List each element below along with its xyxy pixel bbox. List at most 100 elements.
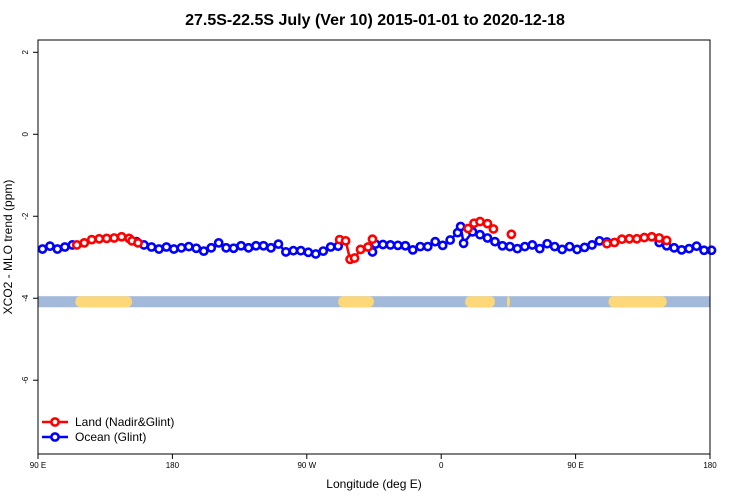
data-point xyxy=(490,236,500,247)
data-point xyxy=(355,244,366,255)
data-point xyxy=(639,232,650,243)
y-tick-label: -2 xyxy=(21,212,30,220)
data-point xyxy=(506,229,517,240)
data-point xyxy=(579,242,590,253)
data-point xyxy=(101,233,112,244)
data-point xyxy=(349,253,360,263)
data-point xyxy=(415,241,426,252)
x-tick-label: 90 W xyxy=(297,461,316,470)
series-layer xyxy=(37,216,717,265)
data-point xyxy=(475,216,485,227)
series-0 xyxy=(71,216,672,265)
land-patch xyxy=(608,296,667,308)
data-point xyxy=(37,244,48,254)
data-point xyxy=(407,244,418,255)
data-point xyxy=(706,245,717,256)
data-point xyxy=(258,240,269,251)
data-point xyxy=(206,242,217,253)
data-point xyxy=(437,240,448,251)
data-point xyxy=(52,244,63,254)
legend-marker xyxy=(50,417,60,427)
data-point xyxy=(133,238,143,248)
data-point xyxy=(646,231,657,242)
land-patch xyxy=(465,296,495,308)
data-point xyxy=(661,235,672,246)
data-point xyxy=(631,233,642,244)
data-point xyxy=(86,234,97,245)
data-point xyxy=(463,223,473,234)
data-point xyxy=(168,244,179,254)
data-point xyxy=(318,246,329,256)
data-point xyxy=(430,236,441,247)
data-point xyxy=(482,218,493,229)
data-point xyxy=(154,244,164,254)
data-point xyxy=(198,246,209,256)
x-tick-label: 180 xyxy=(703,461,717,470)
land-patch xyxy=(75,296,133,308)
data-point xyxy=(422,241,433,252)
data-point xyxy=(228,243,239,254)
legend-label: Land (Nadir&Glint) xyxy=(75,415,174,429)
chart-title: 27.5S-22.5S July (Ver 10) 2015-01-01 to … xyxy=(185,12,565,29)
data-point xyxy=(445,235,456,245)
y-tick-label: 0 xyxy=(21,132,30,137)
data-point xyxy=(183,241,194,252)
data-point xyxy=(109,233,120,243)
data-point xyxy=(691,241,702,252)
data-point xyxy=(400,240,411,251)
data-point xyxy=(512,243,523,254)
data-point xyxy=(482,233,493,243)
data-point xyxy=(669,242,680,253)
y-axis-label: XCO2 - MLO trend (ppm) xyxy=(1,180,15,315)
data-point xyxy=(455,221,466,232)
data-point xyxy=(488,224,499,234)
data-point xyxy=(295,245,306,256)
data-point xyxy=(273,239,284,250)
data-point xyxy=(243,242,254,253)
data-point xyxy=(497,240,508,251)
data-point xyxy=(458,238,469,249)
x-axis: 90 E 180 90 W 0 90 E 180 xyxy=(30,454,717,470)
land-patch xyxy=(506,296,510,308)
x-tick-label: 0 xyxy=(439,461,444,470)
data-point xyxy=(609,237,620,248)
data-point xyxy=(542,238,553,249)
x-tick-label: 90 E xyxy=(567,461,583,470)
data-point xyxy=(594,235,605,246)
data-point xyxy=(534,243,545,254)
data-point xyxy=(288,245,299,256)
data-point xyxy=(310,249,321,259)
data-point xyxy=(504,241,515,252)
data-point xyxy=(303,247,314,258)
data-point xyxy=(385,240,396,250)
land-ocean-mask xyxy=(38,296,710,308)
data-point xyxy=(45,241,55,252)
data-point xyxy=(161,242,172,252)
data-point xyxy=(564,241,575,252)
data-point xyxy=(676,244,687,255)
data-point xyxy=(654,233,665,243)
data-point xyxy=(251,240,261,251)
data-point xyxy=(325,242,336,252)
data-point xyxy=(519,241,530,252)
y-tick-label: -6 xyxy=(21,376,30,384)
data-point xyxy=(367,234,378,245)
data-point xyxy=(572,244,582,255)
data-point xyxy=(146,242,157,252)
y-tick-label: -4 xyxy=(21,294,30,302)
data-point xyxy=(527,240,538,250)
data-point xyxy=(59,242,70,252)
series-1 xyxy=(37,221,717,259)
y-tick-label: 2 xyxy=(21,50,30,55)
land-patch xyxy=(338,296,374,308)
data-point xyxy=(624,233,635,244)
plot-frame xyxy=(37,39,711,455)
data-point xyxy=(116,231,127,242)
x-tick-label: 90 E xyxy=(30,461,46,470)
legend-marker xyxy=(50,432,60,442)
data-point xyxy=(549,241,560,252)
data-point xyxy=(71,240,82,250)
data-point xyxy=(684,243,694,254)
data-point xyxy=(79,238,90,248)
